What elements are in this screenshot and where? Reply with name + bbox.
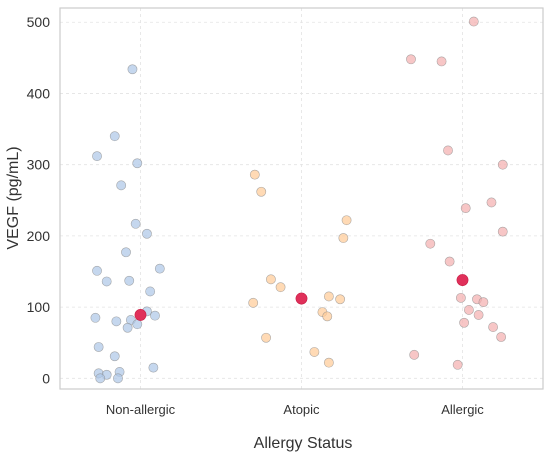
data-point bbox=[497, 159, 508, 170]
data-point bbox=[323, 357, 334, 368]
plot-frame bbox=[59, 7, 544, 390]
mean-marker bbox=[456, 274, 469, 286]
data-point bbox=[478, 297, 489, 308]
data-point bbox=[497, 226, 508, 237]
x-axis-ticks: Non-allergic Atopic Allergic bbox=[106, 402, 484, 417]
data-point bbox=[452, 359, 463, 370]
mean-marker bbox=[134, 309, 147, 321]
data-point bbox=[338, 233, 349, 243]
data-point bbox=[121, 247, 131, 258]
data-point bbox=[148, 362, 159, 373]
data-point bbox=[473, 310, 484, 320]
data-point bbox=[92, 265, 102, 276]
data-point bbox=[496, 332, 507, 342]
data-point bbox=[116, 180, 127, 191]
data-point bbox=[275, 282, 286, 293]
data-point bbox=[266, 274, 276, 285]
data-point bbox=[309, 347, 320, 357]
mean-markers bbox=[134, 274, 469, 321]
data-point bbox=[124, 275, 135, 286]
data-point bbox=[341, 215, 352, 226]
data-point bbox=[113, 373, 123, 384]
y-tick-label: 400 bbox=[27, 85, 51, 101]
y-tick-label: 500 bbox=[27, 14, 51, 30]
data-point bbox=[261, 332, 271, 343]
mean-marker bbox=[295, 292, 308, 305]
data-point bbox=[132, 158, 143, 169]
y-tick-label: 300 bbox=[27, 157, 51, 173]
x-axis-label: Allergy Status bbox=[254, 435, 353, 452]
y-tick-label: 100 bbox=[27, 299, 51, 315]
data-point bbox=[425, 238, 436, 249]
data-point bbox=[486, 197, 497, 208]
y-axis-label: VEGF (pg/mL) bbox=[5, 146, 22, 249]
data-point bbox=[460, 203, 471, 214]
data-point bbox=[436, 56, 447, 67]
data-point bbox=[90, 312, 101, 323]
data-point bbox=[468, 16, 479, 27]
data-point bbox=[248, 297, 259, 308]
data-point bbox=[92, 151, 102, 162]
data-point bbox=[93, 342, 104, 352]
data-point bbox=[323, 291, 334, 302]
data-point bbox=[130, 218, 141, 229]
data-point bbox=[459, 317, 470, 328]
data-point bbox=[335, 294, 346, 305]
data-point bbox=[142, 228, 152, 239]
data-point bbox=[406, 54, 416, 65]
data-point bbox=[455, 292, 466, 303]
data-point bbox=[488, 322, 498, 332]
data-point bbox=[150, 310, 160, 321]
data-points bbox=[90, 16, 508, 384]
data-point bbox=[101, 276, 112, 287]
data-point bbox=[443, 145, 453, 156]
data-point bbox=[322, 311, 333, 322]
data-point bbox=[122, 322, 133, 333]
data-point bbox=[109, 351, 120, 362]
x-tick-label: Allergic bbox=[441, 402, 484, 417]
data-point bbox=[132, 319, 143, 330]
data-point bbox=[145, 286, 156, 297]
data-point bbox=[111, 316, 122, 327]
data-point bbox=[464, 305, 474, 315]
data-point bbox=[409, 349, 420, 360]
data-point bbox=[249, 169, 260, 180]
x-tick-label: Atopic bbox=[283, 402, 320, 417]
data-point bbox=[444, 256, 455, 267]
x-tick-label: Non-allergic bbox=[106, 402, 176, 417]
data-point bbox=[95, 373, 106, 384]
data-point bbox=[154, 263, 165, 274]
y-tick-label: 0 bbox=[42, 370, 50, 386]
data-point bbox=[127, 64, 138, 75]
y-axis-ticks: 0 100 200 300 400 500 bbox=[27, 14, 51, 386]
data-point bbox=[109, 131, 120, 142]
y-tick-label: 200 bbox=[27, 228, 51, 244]
data-point bbox=[256, 186, 267, 197]
